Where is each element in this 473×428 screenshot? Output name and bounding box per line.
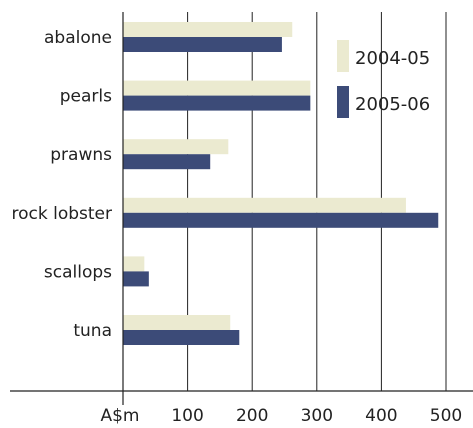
x-tick-labels: A$m 100 200 300 400 500 [100,406,462,426]
bar-abalone-2005-06 [123,37,282,52]
category-labels: abalone pearls prawns rock lobster scallops t… [12,28,113,341]
category-label: prawns [50,145,112,165]
bar-scallops-2004-05 [123,256,145,272]
bars [123,22,439,345]
x-tick-label: 200 [236,406,268,426]
legend-swatch [337,40,349,72]
x-tick-label: 400 [365,406,397,426]
bar-tuna-2004-05 [123,315,231,330]
bar-rock-lobster-2004-05 [123,197,406,213]
bar-pearls-2005-06 [123,95,311,111]
category-label: scallops [44,262,112,282]
bar-scallops-2005-06 [123,271,149,287]
legend-label: 2005-06 [355,94,430,115]
bar-tuna-2005-06 [123,330,240,345]
bar-rock-lobster-2005-06 [123,212,439,228]
legend: 2004-05 2005-06 [337,40,430,118]
legend-label: 2004-05 [355,48,430,69]
x-tick-label: 300 [301,406,333,426]
bar-pearls-2004-05 [123,80,311,96]
x-unit-label: A$m [100,406,139,426]
bar-prawns-2004-05 [123,139,229,155]
legend-swatch [337,86,349,118]
bar-prawns-2005-06 [123,154,211,170]
category-label: tuna [73,321,112,341]
bar-abalone-2004-05 [123,22,293,37]
category-label: rock lobster [12,204,113,224]
category-label: pearls [60,87,112,107]
x-tick-label: 500 [430,406,462,426]
x-tick-label: 100 [171,406,203,426]
category-label: abalone [44,28,112,48]
